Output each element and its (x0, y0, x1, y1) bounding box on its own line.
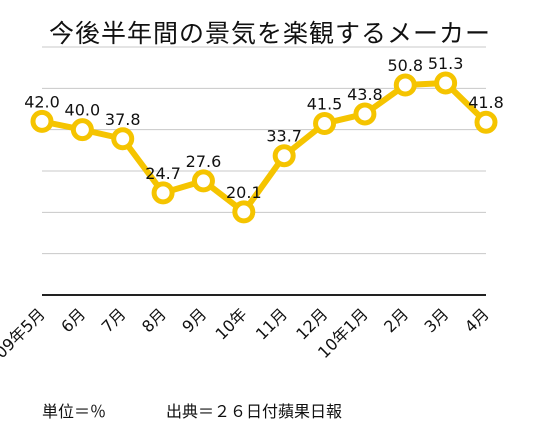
data-point (474, 110, 498, 134)
x-tick-label: 11月 (252, 304, 291, 343)
data-label: 43.8 (347, 85, 383, 104)
source-note: 出典＝２６日付蘋果日報 (166, 402, 343, 421)
data-point (232, 200, 256, 224)
data-label: 27.6 (186, 152, 222, 171)
data-label: 51.3 (428, 54, 464, 73)
series-line (39, 79, 489, 215)
x-tick-label: 10年 (211, 304, 250, 343)
data-point (393, 73, 417, 97)
data-label: 33.7 (266, 127, 302, 146)
data-point (111, 127, 135, 151)
data-point (191, 169, 215, 193)
x-tick-label: 9月 (178, 304, 210, 336)
x-tick-label: 4月 (461, 304, 493, 336)
data-point (70, 118, 94, 142)
data-label: 20.1 (226, 183, 262, 202)
x-tick-label: 6月 (57, 304, 89, 336)
data-point (313, 111, 337, 135)
x-tick-label: 3月 (421, 304, 453, 336)
x-tick-label: 7月 (98, 304, 130, 336)
unit-note: 単位＝％ (42, 402, 107, 421)
x-tick-label: 8月 (138, 304, 170, 336)
x-tick-label: 2月 (380, 304, 412, 336)
data-label: 41.5 (307, 94, 343, 113)
data-point (434, 71, 458, 95)
data-point (353, 102, 377, 126)
data-label: 50.8 (387, 56, 423, 75)
data-markers (30, 71, 498, 224)
data-label: 24.7 (145, 164, 181, 183)
chart-title: 今後半年間の景気を楽観するメーカー (48, 19, 491, 48)
data-point (272, 144, 296, 168)
data-labels: 42.0 40.0 37.8 24.7 27.620.1 33.7 41.543.850.8… (24, 54, 504, 202)
data-point (30, 109, 54, 133)
data-label: 42.0 (24, 92, 60, 111)
data-label: 41.8 (468, 93, 504, 112)
series-line-path (39, 79, 489, 215)
data-label: 40.0 (65, 101, 101, 120)
data-point (151, 181, 175, 205)
x-tick-label: 09年5月 (0, 304, 49, 362)
gridlines (42, 46, 486, 255)
data-label: 37.8 (105, 110, 141, 129)
